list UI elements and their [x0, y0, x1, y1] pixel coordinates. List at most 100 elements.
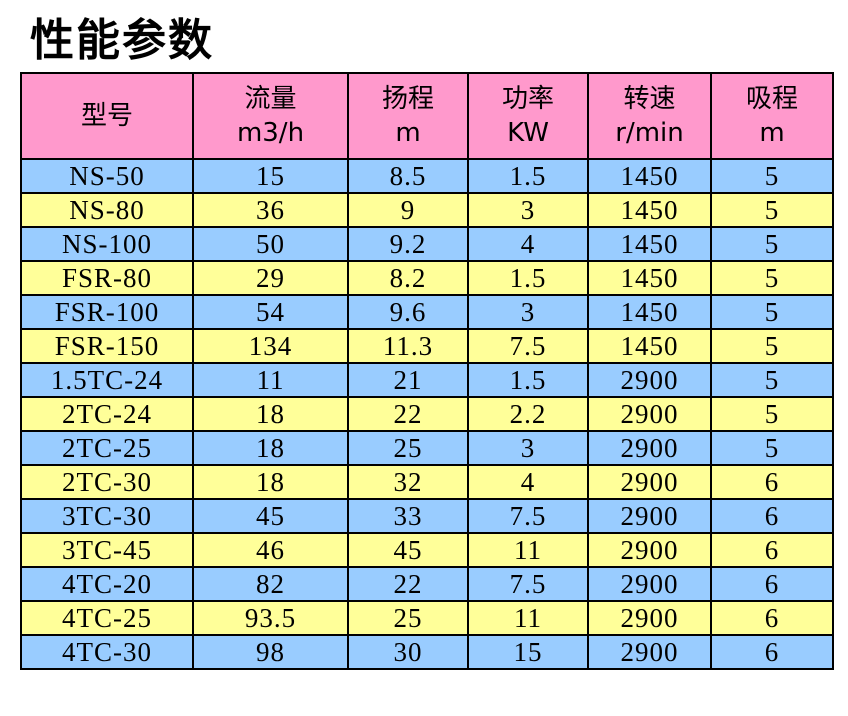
data-cell: FSR-80: [20, 260, 194, 296]
data-cell: 25: [347, 430, 469, 466]
data-cell: 15: [192, 158, 349, 194]
data-cell: 2900: [587, 430, 712, 466]
data-cell: 29: [192, 260, 349, 296]
data-cell: 7.5: [467, 566, 589, 602]
data-cell: 5: [710, 430, 834, 466]
data-cell: 5: [710, 158, 834, 194]
data-cell: 21: [347, 362, 469, 398]
data-cell: 45: [347, 532, 469, 568]
data-cell: 11: [467, 600, 589, 636]
data-cell: 18: [192, 396, 349, 432]
data-cell: 1450: [587, 260, 712, 296]
data-cell: 25: [347, 600, 469, 636]
data-row: 2TC-25 18 25 3 2900 5: [20, 430, 834, 466]
data-cell: 6: [710, 532, 834, 568]
data-cell: 1.5TC-24: [20, 362, 194, 398]
data-cell: 2900: [587, 498, 712, 534]
data-row: 2TC-24 18 22 2.2 2900 5: [20, 396, 834, 432]
data-cell: 5: [710, 328, 834, 364]
header-text: m3/h: [236, 118, 305, 148]
data-row: FSR-100 54 9.6 3 1450 5: [20, 294, 834, 330]
data-row: FSR-150 134 11.3 7.5 1450 5: [20, 328, 834, 364]
data-cell: 2900: [587, 634, 712, 670]
data-cell: 4: [467, 226, 589, 262]
data-cell: 1450: [587, 226, 712, 262]
data-cell: 3TC-30: [20, 498, 194, 534]
data-cell: 30: [347, 634, 469, 670]
data-cell: 4TC-20: [20, 566, 194, 602]
data-cell: 2900: [587, 532, 712, 568]
data-cell: 1450: [587, 158, 712, 194]
data-cell: 7.5: [467, 498, 589, 534]
header-text: 转速: [623, 84, 676, 114]
data-cell: FSR-100: [20, 294, 194, 330]
data-cell: 18: [192, 430, 349, 466]
data-row: NS-80 36 9 3 1450 5: [20, 192, 834, 228]
data-row: 3TC-45 46 45 11 2900 6: [20, 532, 834, 568]
data-cell: 8.5: [347, 158, 469, 194]
data-row: NS-100 50 9.2 4 1450 5: [20, 226, 834, 262]
header-text: m: [395, 118, 421, 148]
data-cell: 46: [192, 532, 349, 568]
data-cell: NS-80: [20, 192, 194, 228]
data-cell: 9.2: [347, 226, 469, 262]
header-cell: 型号: [20, 72, 194, 160]
header-text: m: [759, 118, 785, 148]
data-row: 4TC-25 93.5 25 11 2900 6: [20, 600, 834, 636]
data-cell: 5: [710, 362, 834, 398]
data-cell: 6: [710, 566, 834, 602]
header-cell: 扬程 m: [347, 72, 469, 160]
header-row: 型号 流量 m3/h 扬程 m 功率 KW 转速 r/min 吸程 m: [20, 72, 834, 160]
data-cell: 2.2: [467, 396, 589, 432]
data-cell: 2900: [587, 362, 712, 398]
data-cell: 7.5: [467, 328, 589, 364]
data-cell: 1450: [587, 192, 712, 228]
data-row: 1.5TC-24 11 21 1.5 2900 5: [20, 362, 834, 398]
header-text: 功率: [501, 84, 554, 114]
data-cell: 11: [467, 532, 589, 568]
data-row: NS-50 15 8.5 1.5 1450 5: [20, 158, 834, 194]
data-cell: 1.5: [467, 260, 589, 296]
data-cell: 98: [192, 634, 349, 670]
data-cell: 134: [192, 328, 349, 364]
header-text: 流量: [244, 84, 297, 114]
data-cell: 11: [192, 362, 349, 398]
data-cell: 1.5: [467, 158, 589, 194]
data-cell: NS-50: [20, 158, 194, 194]
data-cell: 1.5: [467, 362, 589, 398]
data-cell: 6: [710, 634, 834, 670]
data-row: 2TC-30 18 32 4 2900 6: [20, 464, 834, 500]
header-text: 吸程: [745, 84, 798, 114]
performance-table: 型号 流量 m3/h 扬程 m 功率 KW 转速 r/min 吸程 m NS-50 15 8.5 1.5 14…: [20, 72, 834, 670]
data-row: 4TC-30 98 30 15 2900 6: [20, 634, 834, 670]
data-cell: 32: [347, 464, 469, 500]
header-text: KW: [507, 118, 549, 148]
data-cell: 82: [192, 566, 349, 602]
data-cell: 50: [192, 226, 349, 262]
data-cell: 5: [710, 260, 834, 296]
data-cell: NS-100: [20, 226, 194, 262]
data-cell: 3: [467, 430, 589, 466]
data-cell: 8.2: [347, 260, 469, 296]
header-text: 型号: [80, 101, 133, 131]
data-cell: 33: [347, 498, 469, 534]
data-cell: 4TC-30: [20, 634, 194, 670]
data-cell: 2900: [587, 566, 712, 602]
header-cell: 转速 r/min: [587, 72, 712, 160]
data-cell: 93.5: [192, 600, 349, 636]
data-cell: 2TC-30: [20, 464, 194, 500]
data-cell: 5: [710, 192, 834, 228]
header-cell: 功率 KW: [467, 72, 589, 160]
data-cell: 3: [467, 294, 589, 330]
table-body: 型号 流量 m3/h 扬程 m 功率 KW 转速 r/min 吸程 m NS-50 15 8.5 1.5 14…: [20, 72, 834, 670]
data-cell: 5: [710, 396, 834, 432]
header-text: r/min: [615, 118, 684, 148]
data-cell: 54: [192, 294, 349, 330]
data-cell: 1450: [587, 328, 712, 364]
data-cell: 2TC-24: [20, 396, 194, 432]
data-cell: 9: [347, 192, 469, 228]
data-cell: 2900: [587, 396, 712, 432]
data-cell: 5: [710, 226, 834, 262]
data-row: FSR-80 29 8.2 1.5 1450 5: [20, 260, 834, 296]
